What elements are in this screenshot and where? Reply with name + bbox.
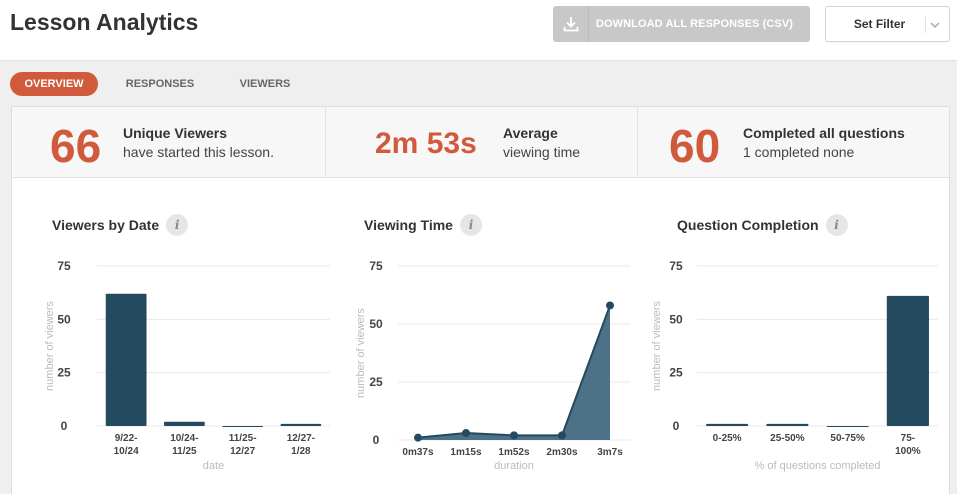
y-tick-label: 75	[369, 259, 383, 273]
y-tick-label: 0	[673, 419, 680, 433]
stat-label: Average	[503, 125, 558, 141]
chart-viewers-by-date: Viewers by Date i 0 25 50 75 number of viewe…	[40, 178, 340, 494]
y-axis-title: number of viewers	[651, 301, 663, 391]
stat-sublabel: viewing time	[503, 144, 581, 160]
y-tick-label: 25	[57, 366, 71, 380]
download-responses-button[interactable]: DOWNLOAD ALL RESPONSES (CSV)	[553, 6, 810, 42]
y-tick-label: 50	[57, 312, 71, 326]
x-tick-label: 11/25	[172, 446, 197, 457]
stat-value: 60	[669, 120, 721, 172]
x-tick-label: 50-75%	[830, 433, 865, 444]
chart-title: Question Completion i	[677, 214, 848, 236]
y-tick-label: 25	[369, 375, 383, 389]
set-filter-label: Set Filter	[853, 17, 906, 31]
x-tick-label: 100%	[895, 446, 921, 457]
info-icon[interactable]: i	[166, 214, 189, 236]
x-tick-label: 25-50%	[770, 433, 805, 444]
info-icon[interactable]: i	[459, 214, 482, 236]
download-responses-label: DOWNLOAD ALL RESPONSES (CSV)	[595, 18, 794, 30]
area-fill	[418, 305, 610, 440]
stat-sublabel: have started this lesson.	[123, 144, 274, 160]
x-tick-label: 10/24	[114, 446, 139, 457]
stat-completed-questions: 60 Completed all questions 1 completed n…	[637, 107, 949, 177]
chart-title-text: Question Completion	[677, 217, 819, 233]
page-title: Lesson Analytics	[10, 9, 199, 35]
y-tick-label: 0	[373, 433, 380, 447]
x-tick-label: 1/28	[291, 446, 311, 457]
y-tick-label: 25	[669, 366, 683, 380]
y-tick-label: 75	[669, 259, 683, 273]
download-icon	[553, 6, 589, 42]
data-point	[510, 431, 518, 440]
chart-svg: 0 25 50 75 number of viewers 9/22- 10/24 10/24-…	[44, 259, 330, 472]
y-tick-label: 75	[57, 259, 71, 273]
y-axis-title: number of viewers	[44, 301, 56, 391]
x-tick-label: 12/27-	[287, 433, 315, 444]
bar	[826, 426, 869, 427]
y-tick-label: 50	[369, 317, 383, 331]
x-tick-label: 0m37s	[402, 447, 434, 458]
chart-viewing-time: Viewing Time i 0 25 50 75 number of viewers 0…	[340, 178, 640, 494]
data-point	[462, 429, 470, 438]
stat-label: Unique Viewers	[123, 125, 228, 141]
data-point	[414, 433, 422, 442]
stat-unique-viewers: 66 Unique Viewers have started this less…	[12, 107, 325, 177]
x-tick-label: 10/24-	[170, 433, 198, 444]
x-tick-label: 12/27	[230, 446, 255, 457]
bar	[280, 423, 322, 426]
stat-value: 66	[50, 120, 102, 172]
chart-title: Viewing Time i	[364, 214, 482, 236]
stat-sublabel: 1 completed none	[743, 144, 855, 160]
tab-responses[interactable]: RESPONSES	[125, 78, 195, 90]
tab-viewers[interactable]: VIEWERS	[239, 78, 291, 90]
data-point	[606, 301, 614, 310]
x-tick-label: 11/25-	[229, 433, 257, 444]
x-tick-label: 3m7s	[597, 447, 623, 458]
x-axis-title: date	[203, 460, 224, 472]
chart-question-completion: Question Completion i 0 25 50 75 number of v…	[640, 178, 945, 494]
set-filter-dropdown[interactable]: Set Filter	[825, 6, 950, 42]
bar	[105, 293, 147, 426]
y-tick-label: 0	[61, 419, 68, 433]
x-tick-label: 1m15s	[450, 447, 482, 458]
chart-title-text: Viewers by Date	[52, 217, 160, 233]
x-tick-label: 0-25%	[713, 433, 742, 444]
bar	[706, 423, 749, 426]
bar	[886, 295, 929, 426]
data-point	[558, 431, 566, 440]
y-tick-label: 50	[669, 312, 683, 326]
bar	[222, 426, 264, 427]
stat-value: 2m 53s	[375, 127, 477, 160]
x-tick-label: 9/22-	[115, 433, 138, 444]
header-bar: Lesson Analytics DOWNLOAD ALL RESPONSES …	[0, 0, 957, 61]
y-axis-title: number of viewers	[355, 308, 367, 398]
stat-average-viewing-time: 2m 53s Average viewing time	[325, 107, 637, 177]
info-icon[interactable]: i	[825, 214, 848, 236]
bar	[766, 423, 809, 426]
overview-panel: 66 Unique Viewers have started this less…	[11, 106, 950, 494]
chart-svg: 0 25 50 75 number of viewers 0-25% 25-50% 50-75…	[651, 259, 938, 472]
x-tick-label: 2m30s	[546, 447, 578, 458]
x-axis-title: % of questions completed	[755, 460, 881, 472]
stats-row: 66 Unique Viewers have started this less…	[12, 107, 949, 178]
x-tick-label: 75-	[901, 433, 915, 444]
chart-title: Viewers by Date i	[52, 214, 189, 236]
chevron-down-icon	[925, 17, 941, 33]
stat-label: Completed all questions	[743, 125, 905, 141]
tab-overview[interactable]: OVERVIEW	[10, 72, 98, 96]
chart-svg: 0 25 50 75 number of viewers 0m37s 1m15s 1m52s 2…	[355, 259, 630, 472]
bar	[163, 421, 205, 426]
x-axis-title: duration	[494, 460, 534, 472]
chart-title-text: Viewing Time	[364, 217, 453, 233]
x-tick-label: 1m52s	[498, 447, 530, 458]
